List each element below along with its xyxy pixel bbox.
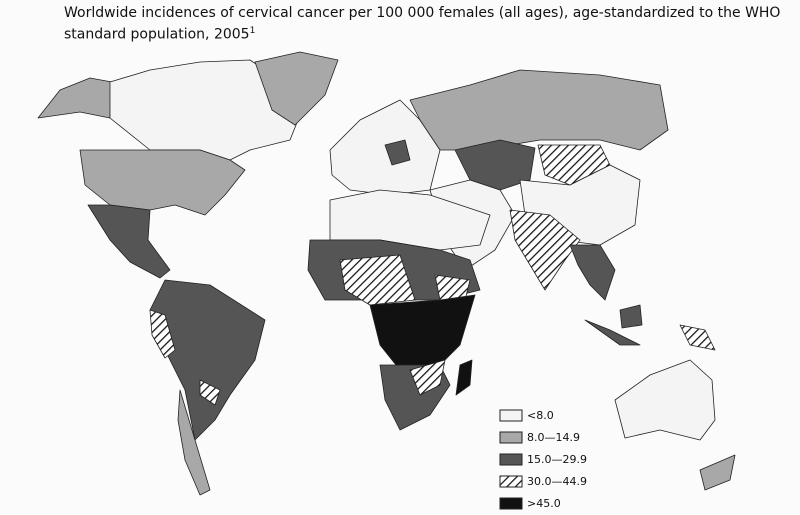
legend-label: 8.0—14.9 <box>527 431 580 444</box>
legend-label: >45.0 <box>527 497 561 510</box>
legend-label: 15.0—29.9 <box>527 453 587 466</box>
legend-swatch <box>499 497 523 510</box>
region <box>699 454 736 491</box>
region <box>37 77 113 119</box>
title-note: 1 <box>249 26 256 36</box>
legend: <8.0 8.0—14.9 15.0—29.9 30.0—44.9 >45.0 <box>499 409 587 510</box>
region <box>509 209 581 291</box>
region <box>87 204 171 279</box>
region <box>254 51 339 126</box>
region <box>199 379 221 406</box>
region <box>384 139 411 166</box>
continents <box>37 51 736 496</box>
region <box>455 359 473 396</box>
region <box>619 304 643 329</box>
region <box>149 309 176 359</box>
legend-swatch <box>499 453 523 466</box>
region <box>614 359 716 441</box>
title-text: Worldwide incidences of cervical cancer … <box>64 5 781 43</box>
map-title: Worldwide incidences of cervical cancer … <box>64 4 784 44</box>
region <box>569 244 616 301</box>
legend-label: 30.0—44.9 <box>527 475 587 488</box>
region <box>409 69 669 151</box>
legend-swatch <box>499 431 523 444</box>
region <box>339 254 416 306</box>
region <box>79 149 246 216</box>
legend-label: <8.0 <box>527 409 554 422</box>
region <box>369 294 476 371</box>
region <box>584 319 641 346</box>
region <box>409 359 446 396</box>
legend-swatch <box>499 409 523 422</box>
region <box>149 279 266 441</box>
region <box>679 324 716 351</box>
region <box>177 389 211 496</box>
region <box>329 99 441 196</box>
legend-swatch <box>499 475 523 488</box>
